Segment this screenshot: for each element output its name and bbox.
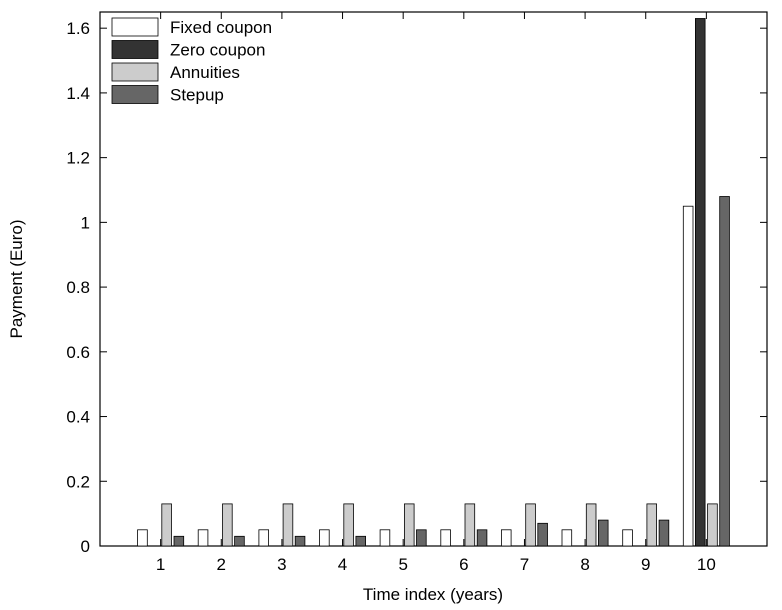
x-tick-label: 9 bbox=[641, 555, 650, 574]
y-tick-label: 0.6 bbox=[66, 343, 90, 362]
x-tick-label: 6 bbox=[459, 555, 468, 574]
bar-stepup-9 bbox=[658, 519, 670, 547]
legend-label-stepup: Stepup bbox=[170, 86, 224, 105]
bars-group bbox=[137, 18, 730, 547]
bar-fixed-coupon-7 bbox=[500, 529, 512, 547]
y-tick-label: 0.4 bbox=[66, 408, 90, 427]
bar-fixed-coupon-3 bbox=[258, 529, 269, 547]
bar-annuities-6 bbox=[464, 503, 476, 547]
legend-swatch-stepup bbox=[111, 85, 159, 104]
y-tick-label: 1.4 bbox=[66, 84, 90, 103]
bar-annuities-8 bbox=[585, 503, 597, 547]
legend-label-zero-coupon: Zero coupon bbox=[170, 41, 265, 60]
bar-stepup-2 bbox=[234, 535, 245, 547]
legend-swatch-zero-coupon bbox=[111, 40, 159, 59]
bar-stepup-8 bbox=[598, 519, 609, 547]
x-tick-label: 8 bbox=[580, 555, 589, 574]
bar-stepup-3 bbox=[294, 535, 306, 547]
x-tick-label: 4 bbox=[338, 555, 347, 574]
bar-annuities-2 bbox=[222, 503, 233, 547]
y-tick-label: 1 bbox=[81, 213, 90, 232]
x-tick-label: 3 bbox=[277, 555, 286, 574]
bar-fixed-coupon-4 bbox=[319, 529, 330, 547]
bar-stepup-7 bbox=[537, 522, 548, 547]
bar-stepup-10 bbox=[719, 196, 730, 547]
legend: Fixed coupon Zero coupon Annuities Stepup bbox=[111, 17, 272, 105]
bar-stepup-1 bbox=[173, 535, 185, 547]
legend-swatch-annuities bbox=[111, 62, 159, 82]
bar-fixed-coupon-1 bbox=[137, 529, 148, 547]
bar-annuities-7 bbox=[525, 503, 536, 547]
x-tick-label: 1 bbox=[156, 555, 165, 574]
bar-stepup-4 bbox=[355, 535, 366, 547]
bar-annuities-4 bbox=[343, 503, 354, 547]
bar-annuities-10 bbox=[707, 503, 718, 547]
legend-label-annuities: Annuities bbox=[170, 63, 240, 82]
bar-fixed-coupon-10 bbox=[682, 205, 694, 547]
x-axis-label: Time index (years) bbox=[363, 585, 503, 604]
bar-annuities-9 bbox=[646, 503, 658, 547]
x-tick-label: 7 bbox=[520, 555, 529, 574]
x-tick-label: 10 bbox=[697, 555, 716, 574]
bar-fixed-coupon-5 bbox=[379, 529, 391, 547]
y-tick-label: 0.8 bbox=[66, 278, 90, 297]
bar-annuities-1 bbox=[161, 503, 172, 547]
y-axis-label: Payment (Euro) bbox=[7, 219, 26, 338]
y-tick-label: 0.2 bbox=[66, 472, 90, 491]
bar-annuities-5 bbox=[403, 503, 415, 547]
x-tick-label: 5 bbox=[398, 555, 407, 574]
legend-swatch-fixed-coupon bbox=[111, 17, 159, 37]
y-tick-label: 1.6 bbox=[66, 19, 90, 38]
bar-fixed-coupon-8 bbox=[561, 529, 573, 547]
bar-fixed-coupon-6 bbox=[440, 529, 451, 547]
bar-fixed-coupon-2 bbox=[197, 529, 209, 547]
bar-stepup-5 bbox=[416, 529, 427, 547]
bar-zero-coupon-10 bbox=[695, 18, 706, 547]
x-tick-label: 2 bbox=[217, 555, 226, 574]
y-tick-label: 0 bbox=[81, 537, 90, 556]
legend-label-fixed-coupon: Fixed coupon bbox=[170, 18, 272, 37]
plot-frame bbox=[99, 11, 768, 547]
bar-stepup-6 bbox=[476, 529, 488, 547]
y-tick-label: 1.2 bbox=[66, 149, 90, 168]
bar-fixed-coupon-9 bbox=[622, 529, 633, 547]
bar-annuities-3 bbox=[282, 503, 294, 547]
ticks-group: 0 0.2 0.4 0.6 0.8 1 1.2 1.4 1.6 1 2 3 4 5 6 7 8 9 10 bbox=[66, 12, 767, 574]
